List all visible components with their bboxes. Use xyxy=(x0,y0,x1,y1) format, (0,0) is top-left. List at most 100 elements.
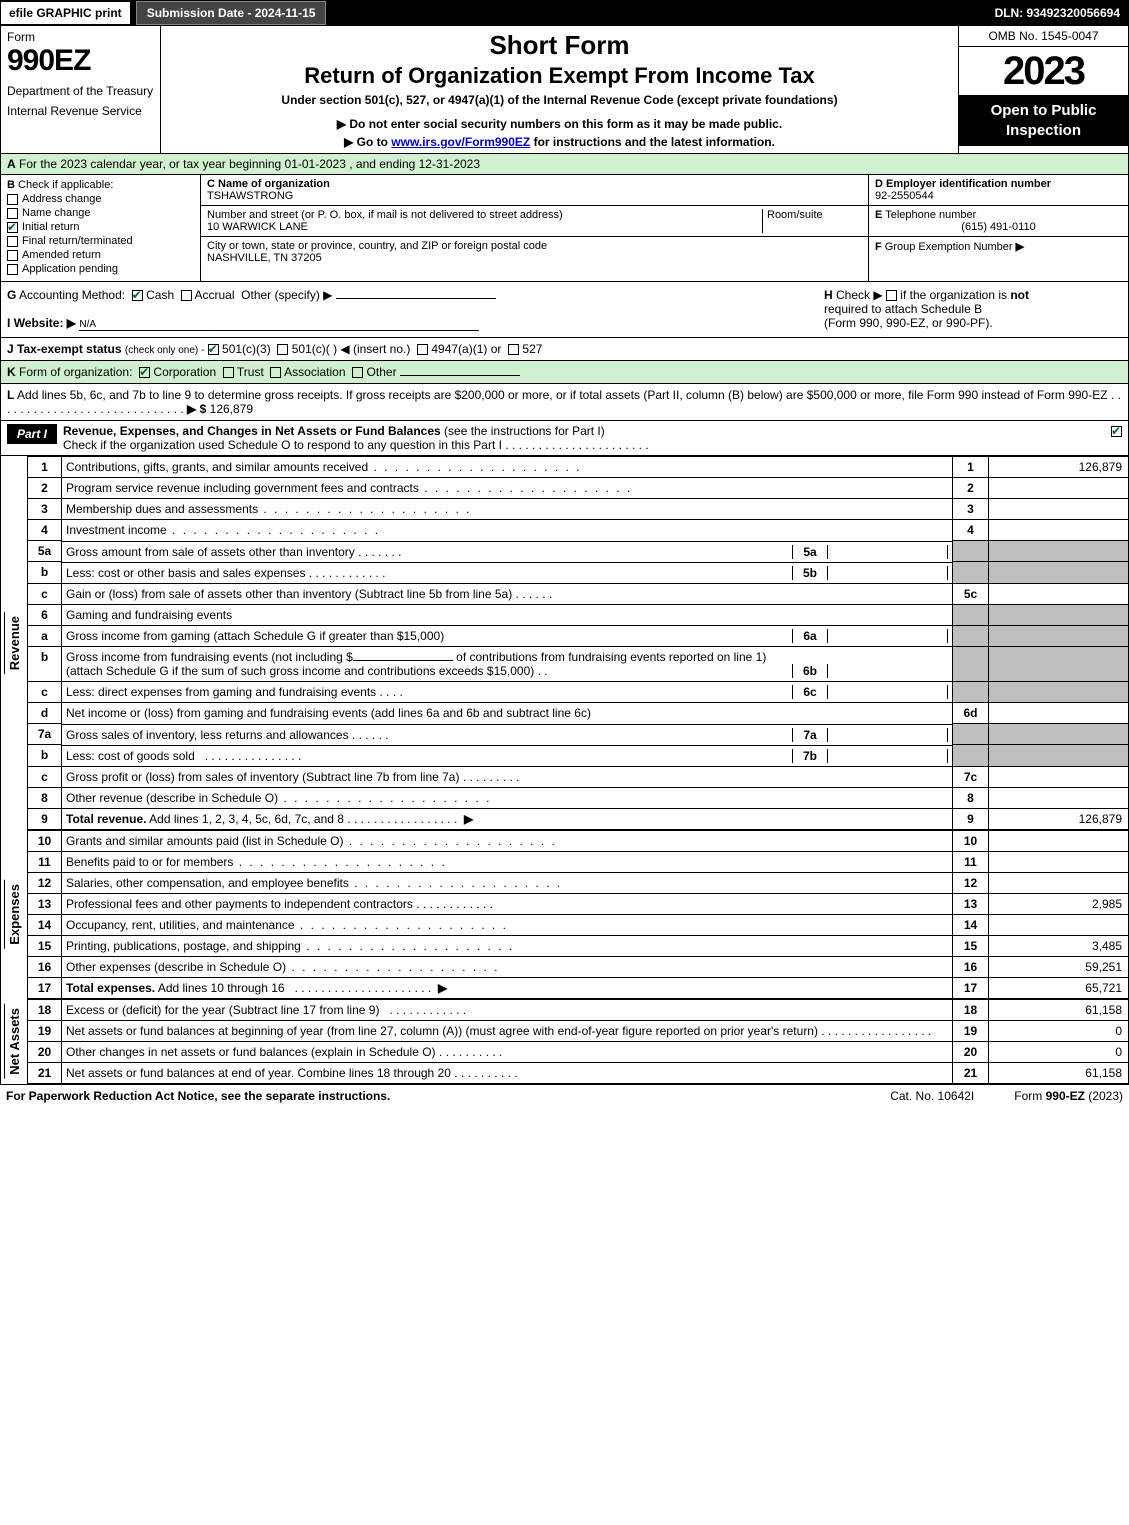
dots xyxy=(233,855,446,869)
line-desc: Grants and similar amounts paid (list in… xyxy=(66,834,343,848)
irs-link[interactable]: www.irs.gov/Form990EZ xyxy=(391,135,530,149)
grey-cell xyxy=(989,562,1129,584)
goto-prefix: ▶ Go to xyxy=(344,135,391,149)
grey-cell xyxy=(953,681,989,703)
irs-label: Internal Revenue Service xyxy=(7,104,154,118)
line-desc: Net income or (loss) from gaming and fun… xyxy=(62,703,953,724)
dln-label: DLN: 93492320056694 xyxy=(987,2,1128,24)
checkbox-icon xyxy=(7,222,18,233)
line-rval xyxy=(989,787,1129,808)
corp-checkbox[interactable] xyxy=(139,367,150,378)
chk-address-change[interactable]: Address change xyxy=(7,193,194,205)
e-label: E xyxy=(875,209,882,221)
chk-application-pending[interactable]: Application pending xyxy=(7,263,194,275)
line-desc: Occupancy, rent, utilities, and maintena… xyxy=(66,918,295,932)
501c3-checkbox[interactable] xyxy=(208,344,219,355)
ein-value: 92-2550544 xyxy=(875,190,934,202)
efile-print-label[interactable]: efile GRAPHIC print xyxy=(1,2,130,24)
phone-value: (615) 491-0110 xyxy=(875,221,1122,233)
line-num: b xyxy=(41,565,48,579)
part1-title-text: Revenue, Expenses, and Changes in Net As… xyxy=(63,424,441,438)
row-a-label: A xyxy=(7,157,16,171)
line-rval xyxy=(989,914,1129,935)
addr-label: Number and street (or P. O. box, if mail… xyxy=(207,209,563,221)
other-org-line[interactable] xyxy=(400,375,520,376)
revenue-vlabel: Revenue xyxy=(4,612,24,674)
schedule-o-checkbox[interactable] xyxy=(1111,424,1122,438)
chk-initial-return[interactable]: Initial return xyxy=(7,221,194,233)
trust-checkbox[interactable] xyxy=(223,367,234,378)
line-rnum: 20 xyxy=(953,1041,989,1062)
line-num: 19 xyxy=(38,1024,51,1038)
line-6b: bGross income from fundraising events (n… xyxy=(28,647,1129,682)
line-rnum: 19 xyxy=(953,1020,989,1041)
line-rval: 126,879 xyxy=(989,808,1129,829)
line-9: 9Total revenue. Add lines 1, 2, 3, 4, 5c… xyxy=(28,808,1129,829)
part1-header: Part I Revenue, Expenses, and Changes in… xyxy=(0,421,1129,456)
accrual-checkbox[interactable] xyxy=(181,290,192,301)
chk-name-change[interactable]: Name change xyxy=(7,207,194,219)
submission-date-badge: Submission Date - 2024-11-15 xyxy=(136,1,327,25)
line-desc: Benefits paid to or for members xyxy=(66,855,233,869)
grey-cell xyxy=(989,724,1129,745)
h-after: if the organization is xyxy=(900,288,1010,302)
contrib-blank[interactable] xyxy=(353,660,453,661)
line-rval: 61,158 xyxy=(989,1062,1129,1083)
line-6c: cLess: direct expenses from gaming and f… xyxy=(28,681,1129,703)
line-5b: bLess: cost or other basis and sales exp… xyxy=(28,562,1129,584)
line-desc: Program service revenue including govern… xyxy=(66,481,419,495)
other-specify-line[interactable] xyxy=(336,298,496,299)
row-g: G Accounting Method: Cash Accrual Other … xyxy=(7,288,812,302)
assoc-checkbox[interactable] xyxy=(270,367,281,378)
line-rnum: 14 xyxy=(953,914,989,935)
line-desc: Salaries, other compensation, and employ… xyxy=(66,876,349,890)
chk-label: Address change xyxy=(22,193,102,205)
revenue-section: Revenue 1Contributions, gifts, grants, a… xyxy=(0,456,1129,830)
sub-val xyxy=(828,545,948,559)
h-check-text: Check ▶ xyxy=(836,288,883,302)
501c-checkbox[interactable] xyxy=(277,344,288,355)
cash-checkbox[interactable] xyxy=(132,290,143,301)
opt-corp: Corporation xyxy=(153,365,216,379)
c-text: Name of organization xyxy=(218,178,330,190)
row-k: K Form of organization: Corporation Trus… xyxy=(0,361,1129,384)
row-a-text: For the 2023 calendar year, or tax year … xyxy=(19,157,480,171)
cash-label: Cash xyxy=(146,288,174,302)
line-5c: cGain or (loss) from sale of assets othe… xyxy=(28,583,1129,604)
grey-cell xyxy=(953,604,989,625)
line-21: 21Net assets or fund balances at end of … xyxy=(28,1062,1129,1083)
ein-row: D Employer identification number 92-2550… xyxy=(869,175,1128,206)
checkbox-icon xyxy=(7,208,18,219)
line-15: 15Printing, publications, postage, and s… xyxy=(28,935,1129,956)
addr-value: 10 WARWICK LANE xyxy=(207,221,308,233)
chk-amended-return[interactable]: Amended return xyxy=(7,249,194,261)
other-org-checkbox[interactable] xyxy=(352,367,363,378)
chk-final-return[interactable]: Final return/terminated xyxy=(7,235,194,247)
line-19: 19Net assets or fund balances at beginni… xyxy=(28,1020,1129,1041)
col-b-text: Check if applicable: xyxy=(18,179,113,191)
line-rnum: 3 xyxy=(953,499,989,520)
group-exemption-row: F Group Exemption Number ▶ xyxy=(869,237,1128,256)
line-num: b xyxy=(41,748,48,762)
sub-val xyxy=(828,566,948,580)
grey-cell xyxy=(953,745,989,767)
527-checkbox[interactable] xyxy=(508,344,519,355)
form-number: 990EZ xyxy=(7,44,154,78)
line-num: 5a xyxy=(38,544,51,558)
ssn-warning: ▶ Do not enter social security numbers o… xyxy=(171,117,948,131)
top-bar: efile GRAPHIC print Submission Date - 20… xyxy=(0,0,1129,26)
line-rnum: 21 xyxy=(953,1062,989,1083)
line-13: 13Professional fees and other payments t… xyxy=(28,893,1129,914)
line-14: 14 Occupancy, rent, utilities, and mainte… xyxy=(28,914,1129,935)
line-desc-bold: Total expenses. xyxy=(66,981,155,995)
col-c: C Name of organization TSHAWSTRONG Numbe… xyxy=(201,175,868,281)
line-num: a xyxy=(41,629,48,643)
h-checkbox[interactable] xyxy=(886,290,897,301)
form-footer-ref: Form 990-EZ (2023) xyxy=(1014,1089,1123,1103)
part1-check-dots: . . . . . . . . . . . . . . . . . . . . … xyxy=(505,438,648,452)
4947-checkbox[interactable] xyxy=(417,344,428,355)
line-rnum: 9 xyxy=(953,808,989,829)
l-value: 126,879 xyxy=(210,402,253,416)
sub-val xyxy=(828,728,948,742)
line-rval: 0 xyxy=(989,1020,1129,1041)
